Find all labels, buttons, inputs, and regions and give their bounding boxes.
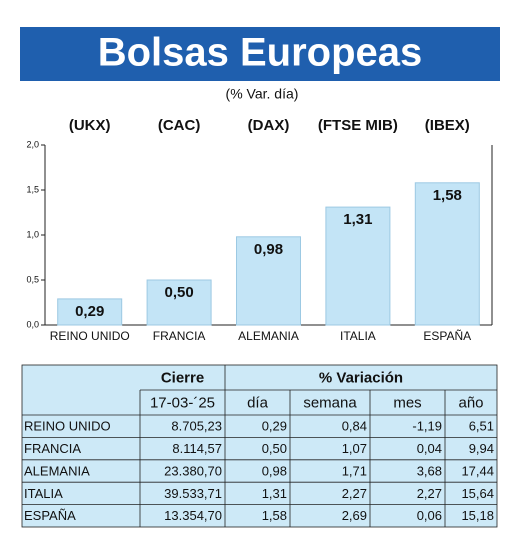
value-label: 0,29: [75, 303, 104, 320]
table-cell: 1,58: [262, 508, 287, 523]
x-tick-label: ALEMANIA: [238, 329, 299, 343]
table-cell: 0,29: [262, 419, 287, 434]
y-tick-label: 0,5: [26, 274, 39, 284]
table-cell: 6,51: [469, 419, 494, 434]
table-cell: 13.354,70: [164, 508, 222, 523]
x-tick-label: REINO UNIDO: [50, 329, 130, 343]
table-cell: 15,18: [461, 508, 494, 523]
table-cell: -1,19: [412, 419, 442, 434]
table-cell: 39.533,71: [164, 486, 222, 501]
table-header: año: [458, 394, 483, 411]
table-header: Cierre: [161, 369, 204, 386]
x-tick-label: ITALIA: [340, 329, 376, 343]
index-label: (FTSE MIB): [318, 117, 398, 134]
value-label: 0,98: [254, 241, 283, 258]
table-cell: 23.380,70: [164, 463, 222, 478]
y-tick-label: 2,0: [26, 139, 39, 149]
table-cell: 0,06: [417, 508, 442, 523]
y-tick-label: 1,5: [26, 184, 39, 194]
table-cell: 15,64: [461, 486, 494, 501]
table-cell: 1,07: [342, 441, 367, 456]
table-cell: 8.705,23: [171, 419, 222, 434]
table-cell: 17,44: [461, 463, 494, 478]
table-cell: 0,84: [342, 419, 367, 434]
table-background: [21, 364, 498, 528]
table-cell: 2,69: [342, 508, 367, 523]
y-tick-label: 1,0: [26, 229, 39, 239]
bar: [325, 206, 391, 326]
table-cell: 1,31: [262, 486, 287, 501]
table-header: mes: [393, 394, 421, 411]
row-label: ITALIA: [24, 486, 63, 501]
index-label: (CAC): [158, 117, 201, 134]
title-banner: [20, 27, 500, 81]
y-tick-label: 0,0: [26, 319, 39, 329]
index-label: (DAX): [248, 117, 290, 134]
table-cell: 8.114,57: [172, 441, 222, 456]
table-cell: 9,94: [469, 441, 494, 456]
table-header: 17-03-´25: [150, 394, 215, 411]
bar: [414, 182, 480, 326]
table-cell: 2,27: [417, 486, 442, 501]
table-header: día: [247, 394, 269, 411]
row-label: ESPAÑA: [24, 508, 76, 523]
index-label: (UKX): [69, 117, 111, 134]
chart-title: Bolsas Europeas: [98, 31, 423, 75]
table-cell: 2,27: [342, 486, 367, 501]
table-cell: 0,50: [262, 441, 287, 456]
table-cell: 1,71: [342, 463, 367, 478]
bar: [236, 236, 301, 326]
value-label: 0,50: [164, 284, 193, 301]
row-label: REINO UNIDO: [24, 419, 111, 434]
x-tick-label: ESPAÑA: [423, 329, 471, 343]
table-header: % Variación: [319, 369, 403, 386]
bar: [57, 298, 123, 326]
bar: [146, 279, 212, 326]
chart-subtitle: (% Var. día): [226, 86, 299, 102]
table-cell: 0,98: [262, 463, 287, 478]
index-label: (IBEX): [425, 117, 470, 134]
table-cell: 3,68: [417, 463, 442, 478]
row-label: FRANCIA: [24, 441, 81, 456]
table-cell: 0,04: [417, 441, 442, 456]
row-label: ALEMANIA: [24, 463, 90, 478]
x-tick-label: FRANCIA: [153, 329, 206, 343]
value-label: 1,58: [433, 187, 462, 204]
table-header: semana: [303, 394, 357, 411]
value-label: 1,31: [343, 211, 372, 228]
